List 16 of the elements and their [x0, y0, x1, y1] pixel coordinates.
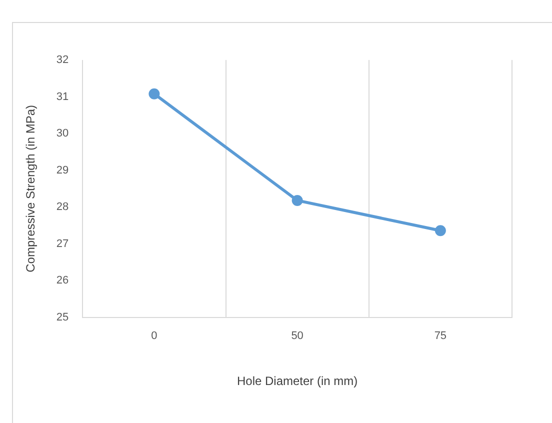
y-tick-label: 27 — [56, 238, 69, 250]
y-tick-label: 25 — [56, 311, 69, 324]
y-tick-label: 32 — [56, 54, 69, 66]
y-tick-label: 31 — [56, 90, 69, 103]
y-tick-label: 29 — [56, 164, 69, 176]
y-tick-label: 30 — [56, 128, 69, 140]
y-tick-label: 26 — [56, 274, 69, 287]
y-axis-title: Compressive Strength (in MPa) — [24, 105, 38, 272]
point — [148, 88, 160, 100]
y-tick-label: 28 — [56, 201, 69, 214]
point — [292, 194, 303, 206]
x-axis-title: Hole Diameter (in mm) — [236, 374, 358, 388]
x-tick-label: 50 — [291, 330, 304, 342]
x-tick-label: 0 — [151, 330, 158, 342]
point — [434, 225, 446, 236]
x-tick-label: 75 — [434, 330, 447, 342]
